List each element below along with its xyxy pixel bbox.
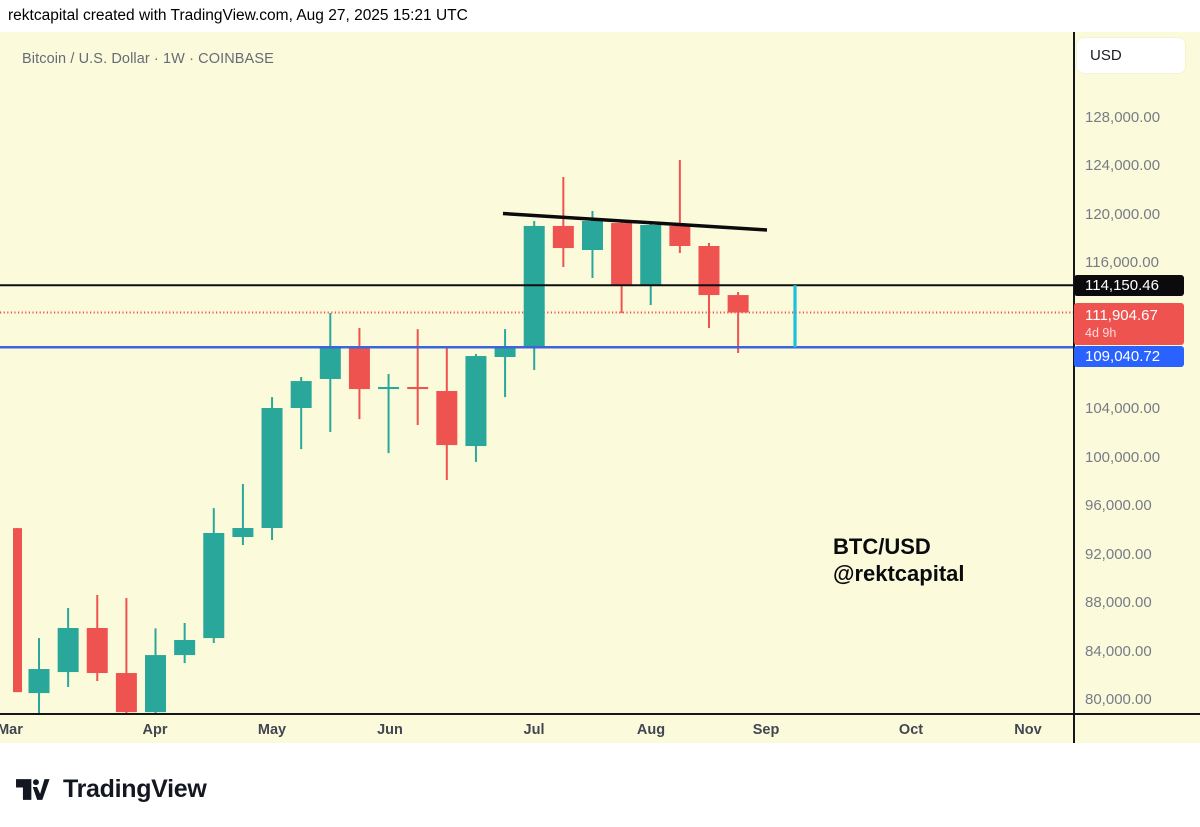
price-tick: 88,000.00: [1085, 594, 1152, 612]
candle-body-down: [348, 348, 370, 390]
month-label: Sep: [752, 722, 780, 738]
candle-body-up: [494, 346, 516, 358]
resistance-price-value: 114,150.46: [1085, 277, 1159, 295]
month-label: Jun: [377, 722, 403, 738]
attribution-text: rektcapital created with TradingView.com…: [8, 7, 468, 24]
tradingview-brand-name: TradingView: [63, 775, 207, 803]
support-price-label: 109,040.72: [1074, 345, 1184, 367]
candle-body-up: [57, 627, 79, 673]
price-axis-separator: [1073, 32, 1075, 743]
candle-body-up: [261, 408, 283, 529]
watermark-handle: @rektcapital: [833, 561, 965, 586]
chart-canvas[interactable]: [0, 32, 1073, 713]
symbol-title: Bitcoin / U.S. Dollar · 1W · COINBASE: [22, 51, 274, 67]
price-tick: 116,000.00: [1085, 254, 1159, 272]
month-label: May: [257, 722, 287, 738]
candle-body-up: [290, 381, 312, 409]
watermark: BTC/USD @rektcapital: [833, 533, 965, 587]
candle-body-down: [407, 387, 429, 390]
price-tick: 80,000.00: [1085, 691, 1152, 709]
month-label: Jul: [523, 722, 545, 738]
last-price-value: 111,904.67: [1085, 306, 1158, 324]
price-tick: 96,000.00: [1085, 497, 1152, 515]
last-price-label: 111,904.67 4d 9h: [1074, 302, 1184, 345]
price-tick: 92,000.00: [1085, 545, 1152, 563]
candle-body-up: [523, 225, 545, 348]
candle-body-up: [465, 356, 487, 447]
candle-body-down: [611, 223, 633, 286]
resistance-price-label: 114,150.46: [1074, 275, 1184, 297]
candle-body-up: [145, 655, 167, 713]
support-price-value: 109,040.72: [1085, 347, 1161, 365]
tradingview-logo[interactable]: TradingView: [16, 775, 207, 804]
price-tick: 120,000.00: [1085, 205, 1161, 223]
candle-body-down: [115, 673, 137, 713]
chart-panel: Bitcoin / U.S. Dollar · 1W · COINBASE BT…: [0, 32, 1200, 743]
trendline[interactable]: [502, 211, 768, 232]
range-marker[interactable]: [793, 285, 797, 348]
candle-body-up: [581, 220, 603, 250]
candle-countdown: 4d 9h: [1085, 325, 1117, 340]
month-label: Nov: [1014, 722, 1042, 738]
candle-body-down: [436, 391, 458, 446]
candle-body-up: [319, 348, 341, 379]
candle-body-down: [698, 245, 720, 296]
month-label: Mar: [0, 722, 23, 738]
month-label: Oct: [898, 722, 924, 738]
watermark-symbol: BTC/USD: [833, 534, 931, 559]
price-tick: 128,000.00: [1085, 108, 1161, 126]
candle-body-up: [378, 387, 400, 390]
candle-body-up: [28, 669, 50, 694]
price-tick: 84,000.00: [1085, 642, 1152, 660]
candle-body-down: [552, 225, 574, 249]
price-tick: 124,000.00: [1085, 157, 1161, 175]
month-label: Aug: [636, 722, 666, 738]
footer-bar: TradingView: [0, 743, 1200, 827]
candle-body-down: [727, 295, 749, 313]
attribution-bar: rektcapital created with TradingView.com…: [0, 0, 1200, 32]
month-label: Apr: [142, 722, 168, 738]
candle-body-down: [13, 528, 22, 693]
candle-body-up: [174, 639, 196, 656]
price-tick: 100,000.00: [1085, 448, 1161, 466]
candle-body-up: [232, 528, 254, 538]
time-axis-separator: [0, 713, 1200, 715]
tradingview-logo-icon: [16, 779, 50, 800]
currency-usd-button[interactable]: USD: [1077, 38, 1185, 73]
candle-body-down: [669, 225, 691, 246]
candle-body-up: [203, 532, 225, 639]
price-tick: 104,000.00: [1085, 399, 1161, 417]
candle-body-up: [640, 224, 662, 286]
candle-body-down: [86, 627, 108, 674]
time-axis[interactable]: Mar Apr May Jun Jul Aug Sep Oct Nov: [0, 714, 1200, 743]
